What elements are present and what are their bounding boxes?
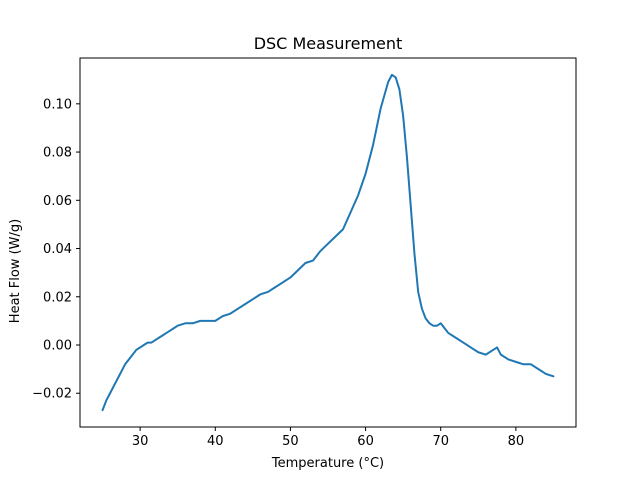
y-tick-label: 0.02 <box>43 290 72 305</box>
plot-area <box>101 73 555 412</box>
x-axis: 30 40 50 60 70 80 <box>132 427 524 449</box>
heat-flow-line <box>101 73 555 412</box>
x-tick-label: 40 <box>207 434 224 449</box>
x-axis-label: Temperature (°C) <box>271 456 384 471</box>
y-axis: −0.02 0.00 0.02 0.04 0.06 0.08 0.10 <box>32 97 80 402</box>
x-tick-label: 80 <box>508 434 525 449</box>
x-tick-label: 50 <box>282 434 299 449</box>
chart-title: DSC Measurement <box>254 34 403 53</box>
x-tick-label: 30 <box>132 434 149 449</box>
y-tick-label: 0.00 <box>43 339 72 354</box>
y-tick-label: −0.02 <box>32 387 72 402</box>
y-tick-label: 0.06 <box>43 194 72 209</box>
y-tick-label: 0.04 <box>43 242 72 257</box>
y-tick-label: 0.10 <box>43 97 72 112</box>
x-tick-label: 60 <box>357 434 374 449</box>
x-tick-label: 70 <box>432 434 449 449</box>
y-tick-label: 0.08 <box>43 146 72 161</box>
plot-frame <box>79 57 577 428</box>
y-axis-label: Heat Flow (W/g) <box>8 219 23 323</box>
